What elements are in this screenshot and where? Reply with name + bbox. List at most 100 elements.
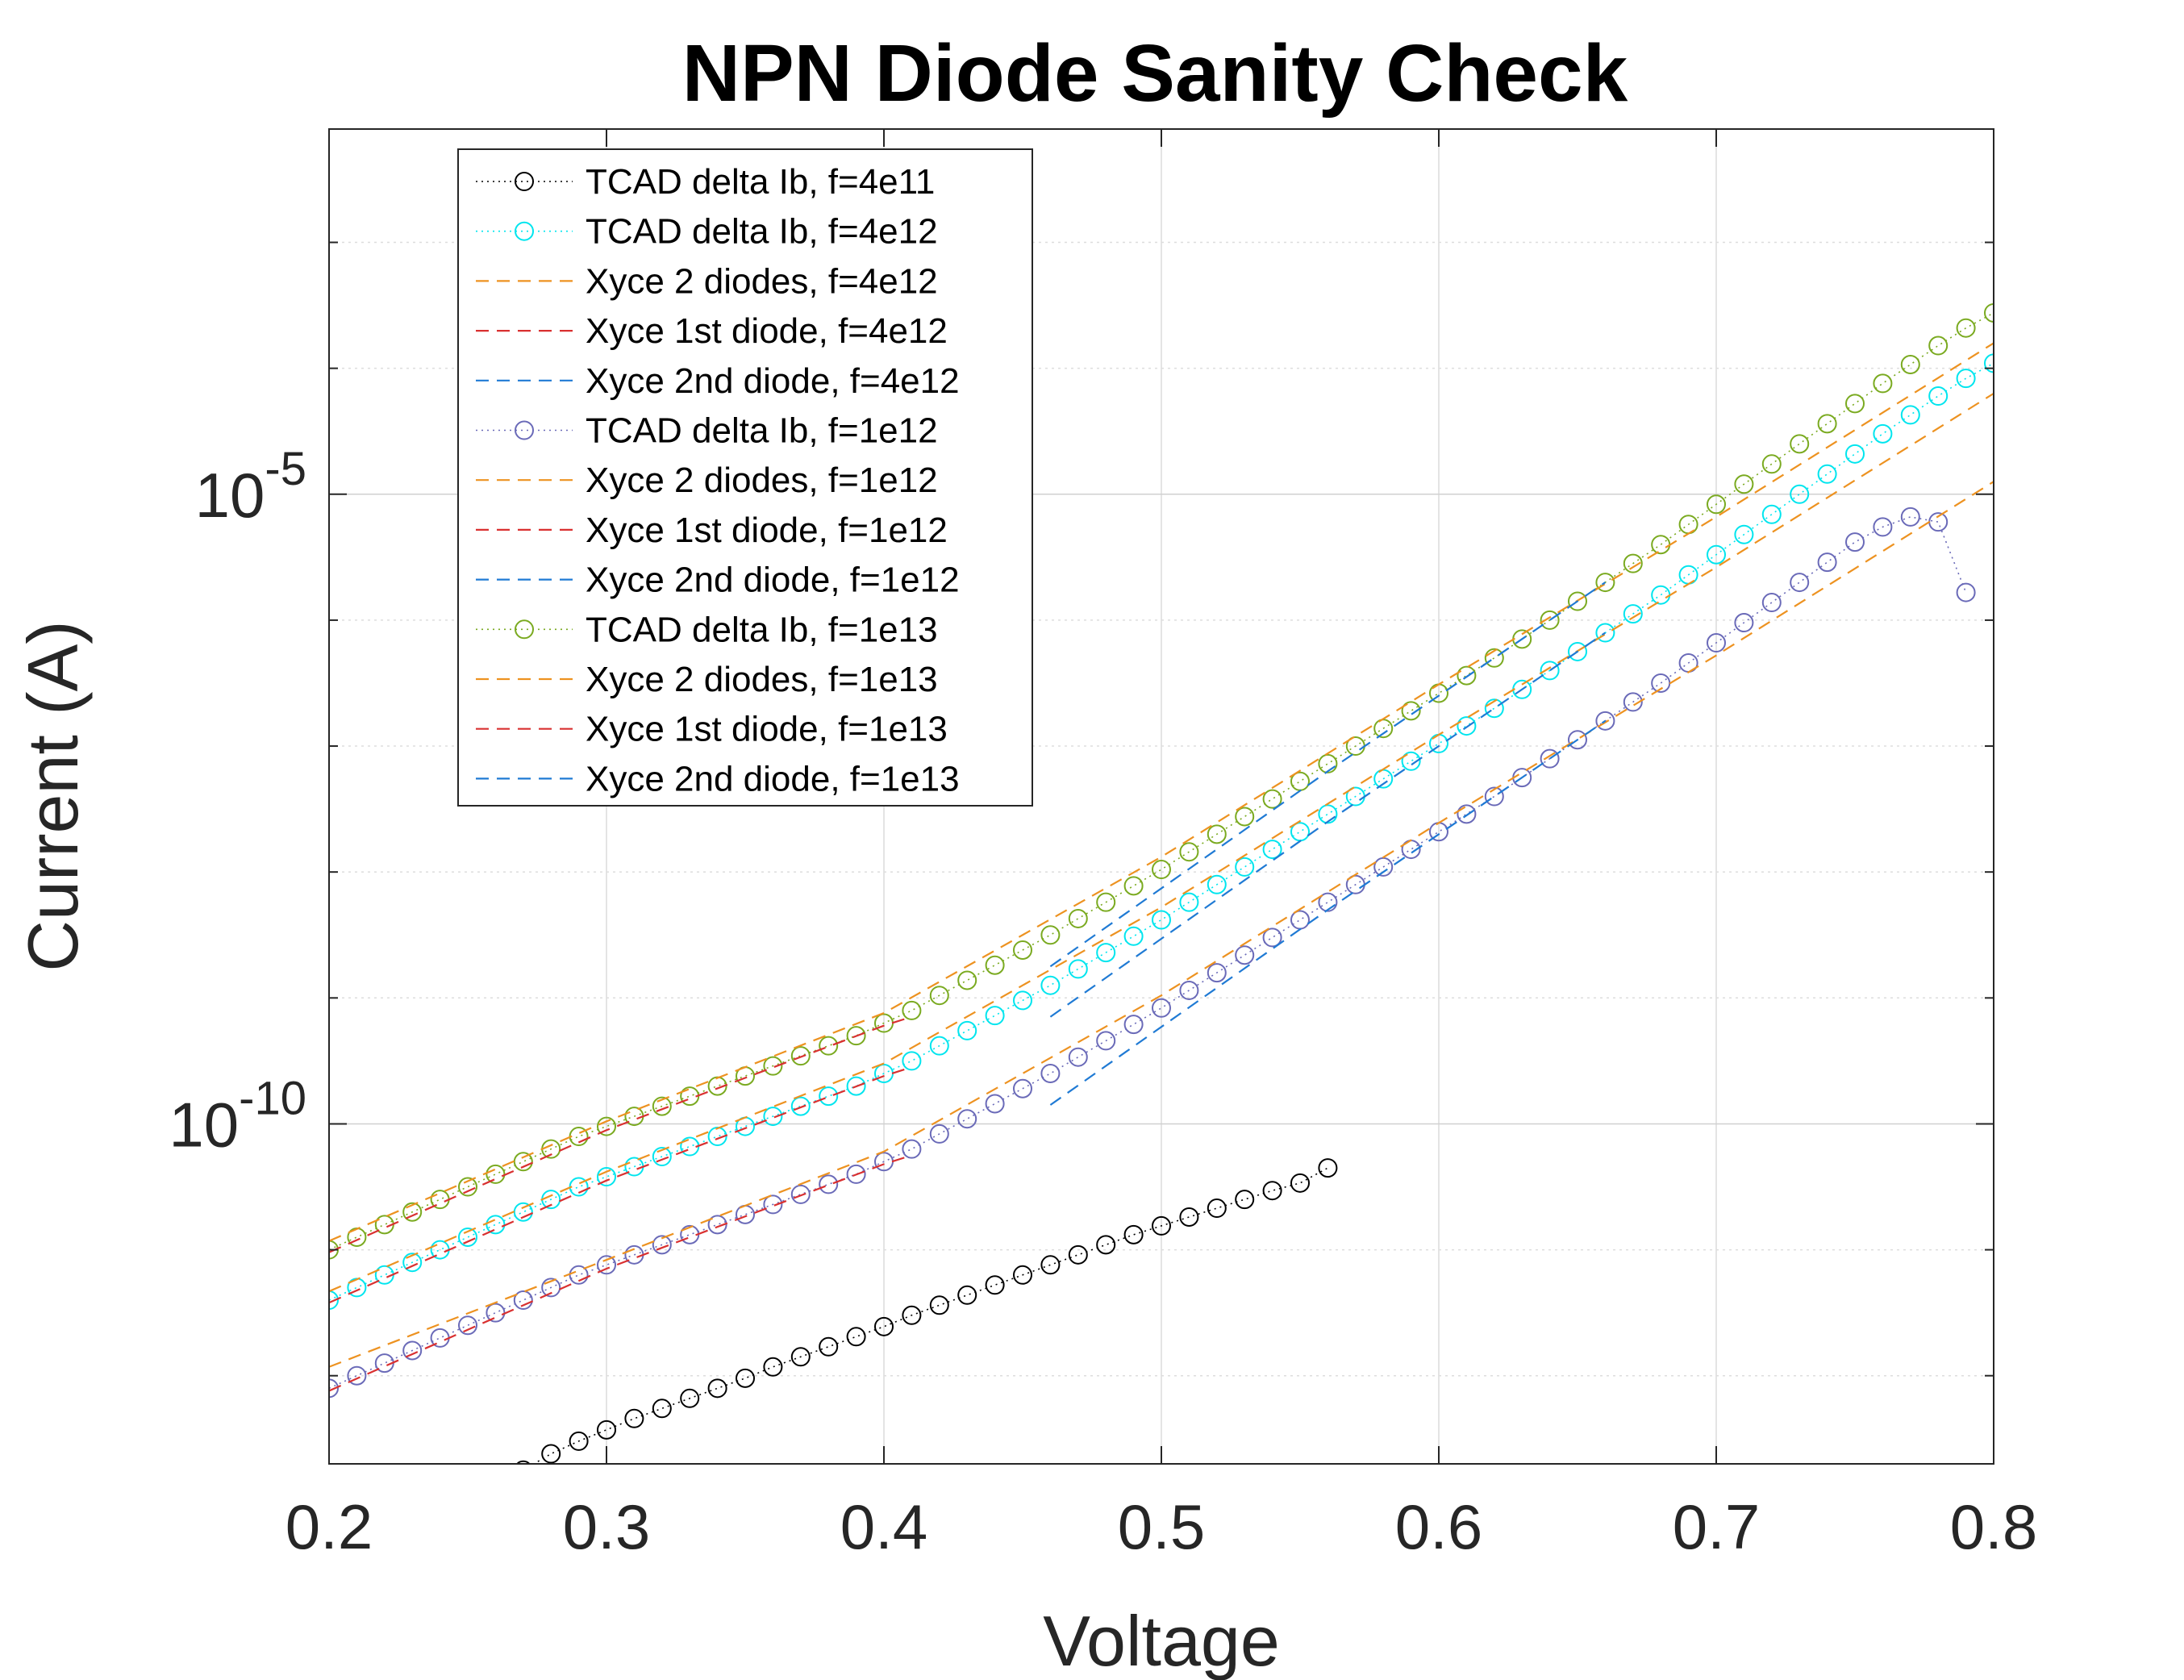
series-marker [1845, 444, 1865, 464]
series-marker [402, 1202, 423, 1222]
series-marker [597, 1255, 616, 1275]
series-marker [1040, 975, 1061, 995]
series-marker [1318, 892, 1338, 912]
series-marker [1152, 860, 1171, 880]
series-3 [329, 1066, 912, 1304]
series-marker [846, 1327, 866, 1347]
series-line [1049, 719, 1607, 1106]
legend-label: TCAD delta Ib, f=4e12 [586, 212, 938, 252]
series-marker [347, 1365, 367, 1386]
series-line [532, 1167, 1328, 1464]
series-marker [402, 1253, 423, 1273]
series-line [1049, 582, 1607, 968]
series-marker [707, 1215, 727, 1235]
series-marker [1623, 553, 1643, 573]
series-marker [1123, 926, 1144, 946]
y-tick-label: 10-10 [169, 1072, 306, 1160]
series-marker [1734, 474, 1754, 494]
series-marker [985, 955, 1005, 975]
series-marker [1013, 1265, 1032, 1285]
legend-entry: Xyce 2nd diode, f=1e12 [476, 561, 960, 600]
legend-label: Xyce 1st diode, f=1e12 [586, 511, 948, 550]
series-marker [1845, 532, 1865, 552]
y-tick-base: 10 [169, 1089, 239, 1160]
y-axis-label: Current (A) [13, 620, 93, 971]
series-marker [1068, 959, 1088, 979]
series-marker [1318, 1158, 1338, 1178]
series-marker [1651, 585, 1671, 605]
legend-label: TCAD delta Ib, f=1e13 [586, 610, 938, 649]
series-marker [1484, 786, 1504, 807]
series-marker [1928, 336, 1949, 356]
series-marker [569, 1431, 589, 1451]
x-tick-label: 0.3 [563, 1491, 650, 1562]
series-marker [929, 986, 949, 1006]
y-tick-exponent: -5 [265, 443, 306, 495]
series-marker [1928, 386, 1949, 406]
legend-entry: TCAD delta Ib, f=4e11 [476, 162, 935, 202]
series-1 [329, 353, 1994, 1311]
legend-label: Xyce 1st diode, f=4e12 [586, 311, 948, 351]
series-marker [486, 1164, 506, 1184]
legend-entry: TCAD delta Ib, f=1e13 [476, 610, 938, 649]
series-marker [1457, 804, 1477, 824]
series-marker [329, 1378, 339, 1399]
series-marker [1734, 613, 1754, 633]
legend-entry: Xyce 1st diode, f=1e12 [476, 511, 948, 550]
series-marker [846, 1164, 866, 1184]
series-marker [846, 1076, 866, 1096]
series-11 [329, 1015, 912, 1253]
series-marker [1096, 943, 1116, 963]
series-line [329, 392, 1994, 1293]
x-axis-label: Voltage [1043, 1601, 1280, 1680]
series-marker [1401, 701, 1421, 721]
series-marker [902, 1051, 922, 1071]
legend-swatch-marker [515, 420, 534, 440]
series-marker [652, 1096, 672, 1116]
legend-label: Xyce 2nd diode, f=4e12 [586, 361, 960, 401]
series-marker [1207, 1199, 1227, 1219]
series-marker [486, 1303, 506, 1323]
series-marker [1568, 641, 1587, 661]
series-marker [1568, 591, 1587, 611]
series-marker [1040, 925, 1061, 945]
series-marker [1207, 874, 1227, 894]
series-marker [1040, 1063, 1061, 1083]
series-marker [402, 1340, 423, 1361]
series-marker [819, 1336, 839, 1357]
legend-label: Xyce 2 diodes, f=1e13 [586, 660, 938, 699]
legend-box [457, 148, 1033, 807]
series-marker [1068, 1047, 1088, 1067]
series-marker [902, 1139, 922, 1159]
series-marker [652, 1235, 672, 1255]
series-marker [541, 1278, 561, 1298]
series-marker [1540, 748, 1560, 769]
series-marker [1900, 405, 1920, 425]
series-marker [1262, 789, 1282, 809]
series-marker [929, 1123, 949, 1144]
series-marker [957, 1285, 977, 1305]
series-6 [329, 481, 1994, 1368]
series-2 [329, 392, 1994, 1293]
legend-swatch-marker [515, 619, 534, 640]
series-marker [1068, 908, 1088, 928]
series-marker [1595, 573, 1615, 593]
legend-label: TCAD delta Ib, f=4e11 [586, 162, 935, 202]
series-12 [1049, 582, 1607, 968]
series-marker [1235, 945, 1255, 965]
series-marker [1207, 824, 1227, 844]
series-marker [1540, 661, 1560, 681]
grid [328, 129, 1994, 1464]
series-marker [1707, 494, 1726, 515]
series-marker [985, 1094, 1005, 1114]
series-marker [763, 1194, 783, 1215]
series-marker [1235, 857, 1255, 877]
series-marker [1318, 753, 1338, 773]
series-marker [652, 1147, 672, 1167]
x-tick-label: 0.8 [1950, 1491, 2037, 1562]
series-marker [874, 1316, 894, 1336]
series-marker [1956, 369, 1976, 389]
series-marker [763, 1357, 783, 1377]
series-marker [1290, 910, 1310, 930]
series-10 [329, 342, 1994, 1242]
